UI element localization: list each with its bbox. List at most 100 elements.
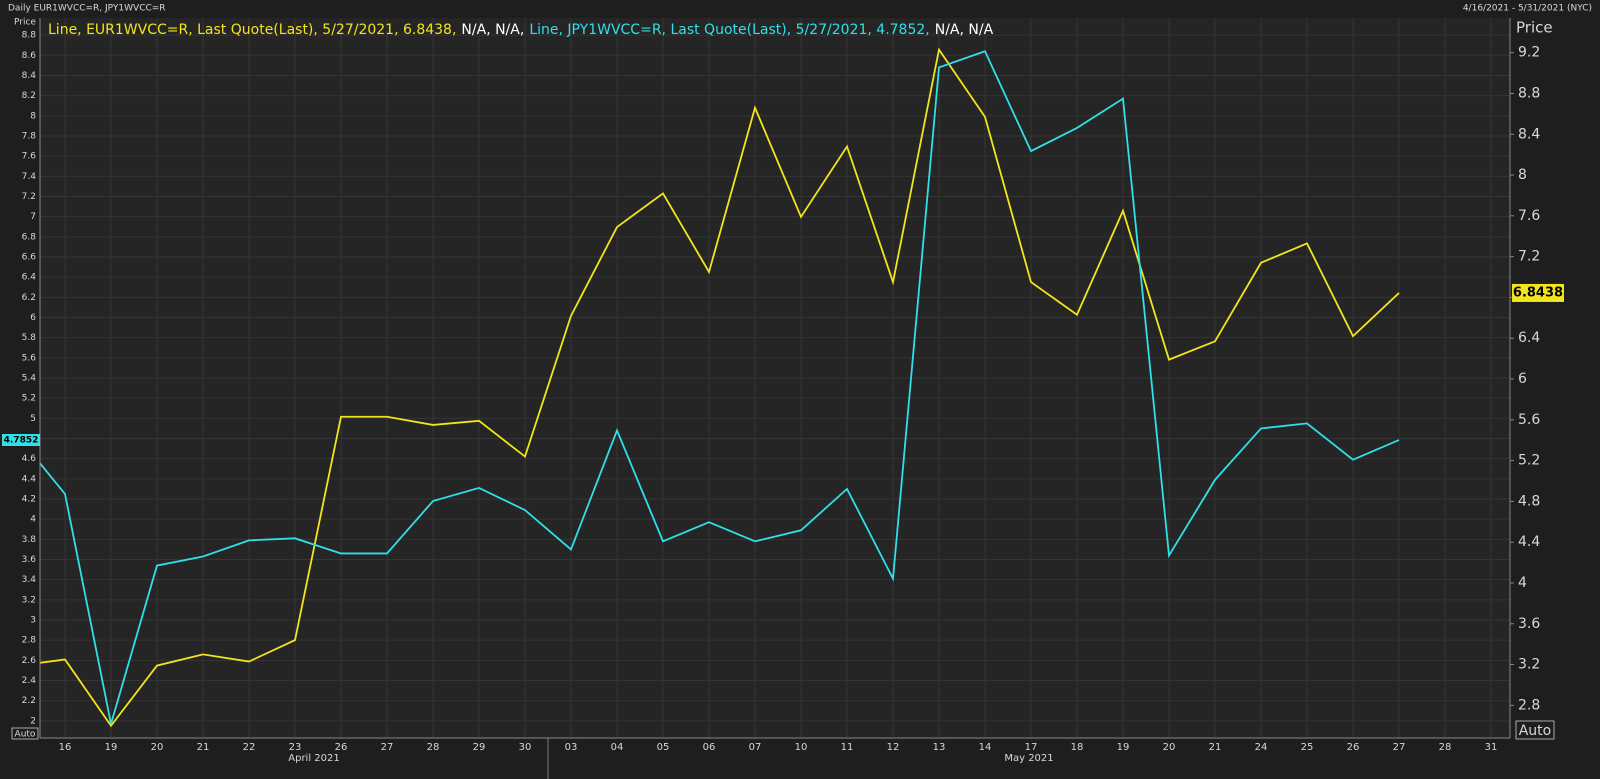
legend-entry: N/A, N/A (935, 22, 994, 38)
y-tick-label: 6.4 (22, 273, 37, 283)
x-tick-label: 16 (59, 742, 72, 753)
y-tick-label: 2.4 (22, 676, 37, 686)
x-tick-label: 21 (197, 742, 210, 753)
x-tick-label: 30 (519, 742, 532, 753)
y-tick-label: 2.6 (22, 656, 37, 666)
y-tick-label: 8.2 (22, 91, 36, 101)
y2-tick-label: 5.2 (1518, 453, 1540, 469)
y-axis-label: Price (14, 18, 36, 28)
x-tick-label: 22 (243, 742, 256, 753)
y-tick-label: 3.2 (22, 595, 36, 605)
last-value-label: 4.7852 (4, 435, 39, 445)
y2-tick-label: 5.6 (1518, 412, 1540, 428)
y-tick-label: 5 (30, 414, 36, 424)
y-tick-label: 3.6 (22, 555, 37, 565)
y-tick-label: 6.8 (22, 232, 37, 242)
x-tick-label: 19 (1117, 742, 1130, 753)
x-tick-label: 31 (1485, 742, 1498, 753)
y2-tick-label: 4.4 (1518, 534, 1540, 550)
month-label: May 2021 (1004, 753, 1053, 764)
y-tick-label: 7.4 (22, 172, 37, 182)
x-tick-label: 07 (749, 742, 762, 753)
x-tick-label: 20 (1163, 742, 1176, 753)
x-tick-label: 26 (1347, 742, 1360, 753)
y-tick-label: 5.2 (22, 394, 36, 404)
y-tick-label: 3.4 (22, 575, 37, 585)
y-tick-label: 8.6 (22, 51, 37, 61)
y2-tick-label: 9.2 (1518, 45, 1540, 61)
lines (40, 47, 1400, 728)
legend-entry: N/A, N/A, (461, 22, 524, 38)
x-tick-label: 06 (703, 742, 716, 753)
x-tick-label: 25 (1301, 742, 1314, 753)
x-tick-label: 17 (1025, 742, 1038, 753)
x-tick-label: 27 (381, 742, 394, 753)
y2-tick-label: 8.4 (1518, 126, 1540, 142)
x-tick-label: 18 (1071, 742, 1084, 753)
date-range: 4/16/2021 - 5/31/2021 (NYC) (1463, 4, 1592, 14)
last-value-badge (2, 433, 40, 446)
y2-tick-label: 3.6 (1518, 616, 1540, 632)
legend-entry: Line, EUR1WVCC=R, Last Quote(Last), 5/27… (48, 22, 456, 38)
y-tick-label: 7.2 (22, 192, 36, 202)
y2-tick-label: 7.6 (1518, 208, 1540, 224)
y-tick-label: 7.6 (22, 152, 37, 162)
series-line (40, 50, 1400, 725)
month-label: April 2021 (288, 753, 339, 764)
x-tick-label: 29 (473, 742, 486, 753)
x-tick-label: 24 (1255, 742, 1268, 753)
y2-tick-label: 3.2 (1518, 657, 1540, 673)
y-tick-label: 2.8 (22, 636, 37, 646)
auto-button-label[interactable]: Auto (1519, 723, 1552, 739)
y-tick-label: 5.8 (22, 333, 37, 343)
y-tick-label: 4.6 (22, 454, 37, 464)
x-tick-label: 03 (565, 742, 578, 753)
y-tick-label: 4.4 (22, 474, 37, 484)
x-tick-label: 10 (795, 742, 808, 753)
y2-tick-label: 8 (1518, 167, 1527, 183)
y2-tick-label: 2.8 (1518, 697, 1540, 713)
auto-button-label[interactable]: Auto (15, 730, 36, 740)
y2-axis-label: Price (1516, 19, 1553, 37)
y-tick-label: 8.4 (22, 71, 37, 81)
chart-title: Daily EUR1WVCC=R, JPY1WVCC=R (8, 4, 166, 14)
y-tick-label: 6.2 (22, 293, 36, 303)
x-tick-label: 28 (1439, 742, 1452, 753)
y-tick-label: 2 (30, 716, 36, 726)
y-tick-label: 5.6 (22, 353, 37, 363)
last-value-label: 6.8438 (1513, 285, 1563, 300)
x-tick-label: 14 (979, 742, 992, 753)
x-tick-label: 27 (1393, 742, 1406, 753)
y2-tick-label: 4.8 (1518, 493, 1540, 509)
grid (40, 18, 1510, 738)
last-value-badge (1512, 283, 1564, 302)
x-tick-label: 23 (289, 742, 302, 753)
x-tick-label: 19 (105, 742, 118, 753)
auto-button[interactable] (11, 727, 39, 740)
x-tick-label: 11 (841, 742, 854, 753)
auto-button[interactable] (1515, 720, 1555, 740)
x-tick-label: 21 (1209, 742, 1222, 753)
x-tick-label: 20 (151, 742, 164, 753)
legend-entry: Line, JPY1WVCC=R, Last Quote(Last), 5/27… (529, 22, 929, 38)
x-tick-label: 28 (427, 742, 440, 753)
y-tick-label: 3.8 (22, 535, 37, 545)
y2-tick-label: 6 (1518, 371, 1527, 387)
series-line (40, 47, 1400, 728)
y-tick-label: 7.8 (22, 131, 37, 141)
x-tick-label: 26 (335, 742, 348, 753)
y-tick-label: 3 (30, 616, 36, 626)
y-tick-label: 7 (30, 212, 36, 222)
x-tick-label: 13 (933, 742, 946, 753)
x-tick-label: 04 (611, 742, 624, 753)
y-tick-label: 5.4 (22, 374, 37, 384)
x-tick-label: 12 (887, 742, 900, 753)
y-tick-label: 6.6 (22, 252, 37, 262)
foreground: 2 2.2 2.4 2.6 2.8 3 3.2 3.4 3.6 3.8 4 4.2 4.4 4.6 4.8 5… (2, 18, 1564, 779)
y-tick-label: 8.8 (22, 31, 37, 41)
y2-tick-label: 7.2 (1518, 249, 1540, 265)
y-tick-label: 2.2 (22, 696, 36, 706)
y2-tick-label: 8.8 (1518, 85, 1540, 101)
y-tick-label: 8 (30, 111, 36, 121)
